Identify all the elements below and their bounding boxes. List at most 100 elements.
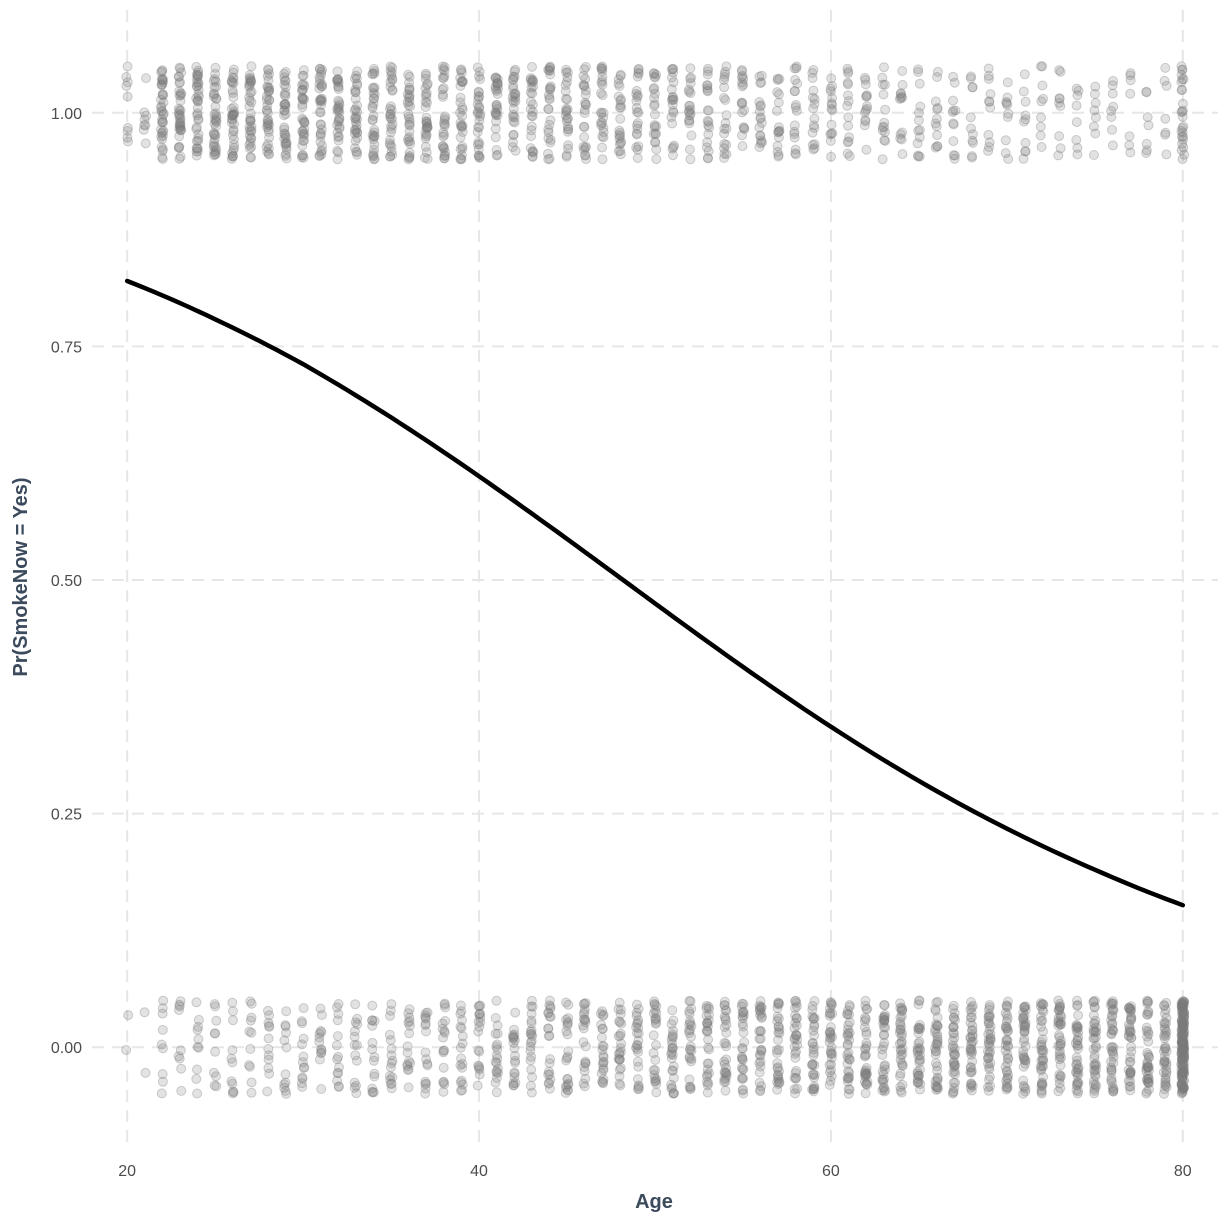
data-point-yes (297, 94, 308, 105)
data-point-yes (422, 121, 432, 132)
data-point-no (984, 1024, 995, 1035)
data-point-no (808, 1084, 819, 1095)
data-point-no (420, 1076, 431, 1087)
data-point-no (333, 1081, 344, 1092)
data-point-no (633, 1023, 644, 1033)
data-point-yes (650, 72, 661, 83)
data-point-yes (140, 120, 151, 131)
data-point-no (490, 1028, 501, 1039)
data-point-no (615, 1030, 626, 1041)
data-point-yes (509, 71, 520, 82)
data-point-yes (544, 65, 555, 76)
data-point-yes (1035, 130, 1046, 141)
data-point-yes (192, 96, 203, 106)
data-point-no (509, 1043, 520, 1054)
data-point-no (844, 1034, 855, 1045)
data-point-yes (543, 127, 554, 138)
data-point-yes (491, 73, 502, 84)
data-point-yes (615, 95, 626, 106)
data-point-yes (157, 106, 168, 117)
data-point-yes (1108, 101, 1119, 112)
data-point-no (809, 1012, 820, 1023)
data-point-yes (879, 79, 890, 90)
data-point-no (1072, 1021, 1083, 1032)
data-point-no (756, 1044, 767, 1055)
data-point-yes (368, 93, 379, 104)
data-point-yes (404, 92, 415, 103)
data-point-yes (474, 152, 485, 162)
data-point-no (915, 1045, 926, 1056)
data-point-yes (420, 102, 431, 112)
data-point-yes (508, 116, 519, 127)
data-point-yes (561, 76, 572, 87)
data-point-yes (545, 84, 556, 95)
data-point-yes (456, 64, 467, 75)
data-point-yes (246, 142, 257, 153)
data-point-no (351, 1080, 361, 1091)
data-point-no (844, 1071, 854, 1082)
data-point-no (333, 1051, 344, 1062)
data-point-yes (385, 113, 396, 124)
data-point-yes (263, 65, 274, 76)
data-point-yes (369, 93, 380, 104)
data-point-yes (474, 122, 485, 133)
data-point-no (209, 1080, 220, 1091)
data-point-no (385, 1074, 396, 1085)
data-point-yes (208, 75, 219, 86)
data-point-no (598, 1078, 608, 1089)
data-point-yes (490, 84, 501, 95)
data-point-yes (211, 93, 222, 104)
data-point-yes (299, 124, 310, 134)
x-tick-label: 80 (1174, 1163, 1192, 1180)
data-point-no (578, 1078, 589, 1089)
data-point-no (667, 1005, 678, 1016)
fitted-probability-curve (124, 278, 1186, 908)
data-point-no (595, 1008, 606, 1019)
data-point-yes (490, 109, 501, 120)
data-point-yes (157, 79, 168, 90)
data-point-no (526, 1001, 537, 1012)
data-point-no (580, 1058, 591, 1069)
data-point-yes (279, 72, 290, 83)
data-point-yes (578, 70, 589, 81)
data-point-yes (191, 146, 202, 157)
data-point-yes (420, 128, 431, 139)
data-point-yes (123, 136, 133, 147)
data-point-yes (298, 128, 309, 139)
data-point-no (544, 1058, 555, 1069)
data-point-yes (562, 72, 573, 83)
data-point-no (649, 996, 660, 1007)
y-tick-label: 1.00 (51, 106, 82, 123)
data-point-yes (209, 118, 220, 129)
data-point-no (737, 1085, 748, 1096)
data-point-yes (315, 96, 326, 107)
data-point-yes (1055, 143, 1066, 154)
data-point-yes (158, 125, 169, 136)
data-point-yes (421, 118, 432, 129)
data-point-no (631, 1007, 642, 1018)
data-point-no (526, 1018, 537, 1029)
data-point-yes (403, 136, 414, 147)
data-point-yes (967, 82, 978, 93)
data-point-yes (879, 62, 889, 73)
data-point-no (754, 1077, 765, 1088)
data-point-no (314, 1032, 325, 1043)
data-point-no (686, 1045, 697, 1056)
data-point-yes (457, 104, 468, 115)
data-point-yes (809, 143, 820, 154)
data-point-no (508, 1080, 519, 1091)
data-point-no (598, 1065, 609, 1076)
data-point-no (666, 1047, 677, 1058)
data-point-yes (138, 124, 149, 135)
data-point-yes (525, 143, 536, 154)
data-point-yes (352, 80, 363, 91)
data-point-yes (561, 67, 572, 78)
data-point-no (649, 999, 660, 1009)
data-point-yes (404, 151, 415, 161)
data-point-yes (209, 140, 220, 151)
data-point-no (563, 1079, 573, 1090)
data-point-yes (475, 111, 485, 122)
data-point-no (562, 1073, 573, 1084)
data-point-yes (580, 73, 591, 84)
data-point-yes (580, 62, 591, 72)
